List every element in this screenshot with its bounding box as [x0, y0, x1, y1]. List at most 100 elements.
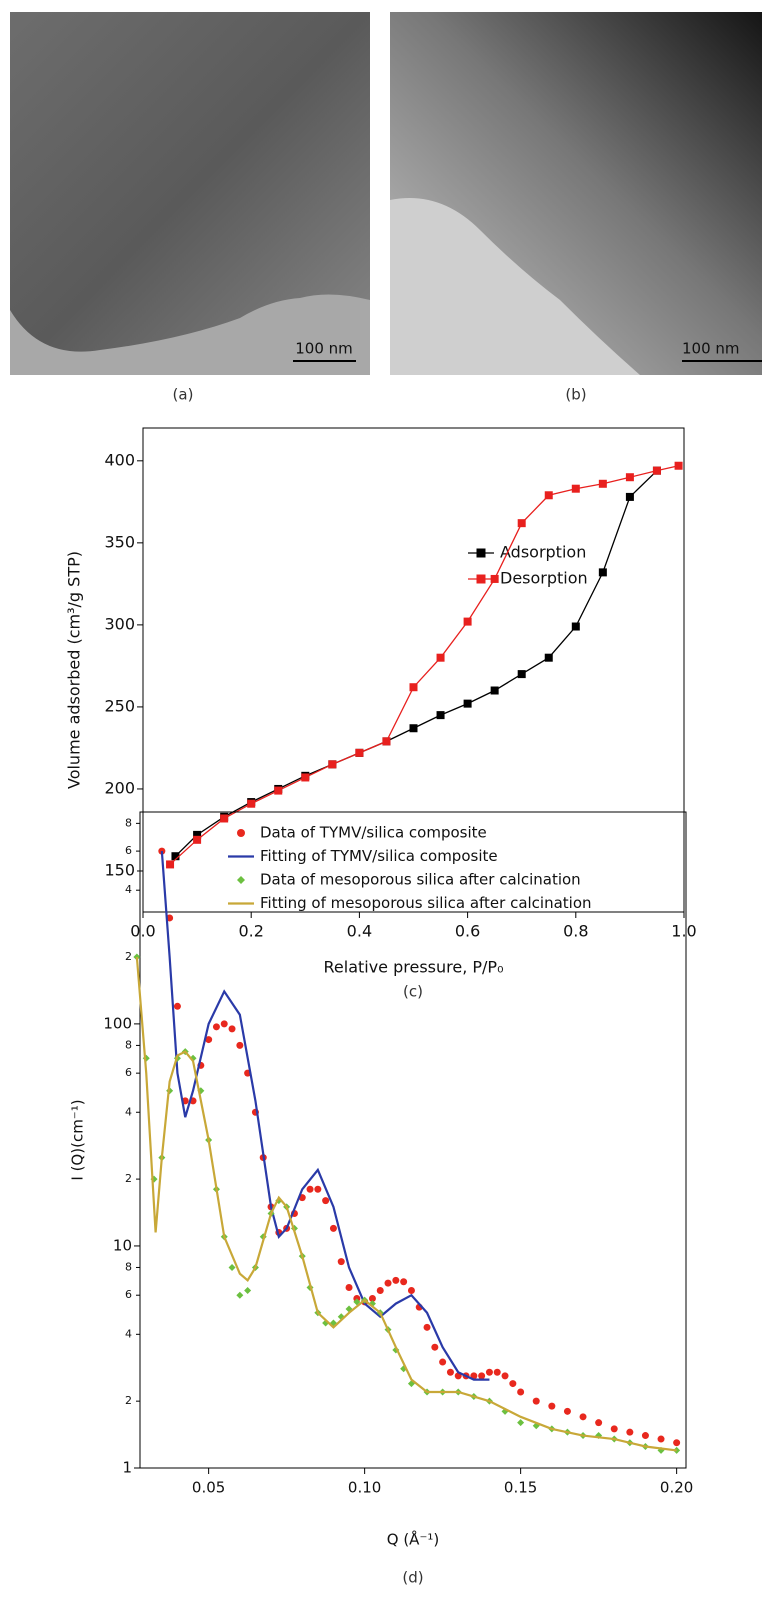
x-tick-label: 0.4: [347, 922, 372, 941]
marker: [626, 1428, 634, 1436]
marker: [571, 484, 580, 493]
marker: [625, 473, 634, 482]
marker: [409, 724, 418, 733]
tem-background-a: [10, 294, 370, 375]
marker: [314, 1185, 322, 1193]
legend-label: Fitting of TYMV/silica composite: [260, 847, 498, 865]
marker: [476, 574, 486, 584]
marker: [322, 1197, 330, 1205]
marker: [446, 1368, 454, 1376]
marker: [544, 491, 553, 500]
marker: [274, 786, 283, 795]
marker: [173, 1002, 181, 1010]
marker: [517, 1419, 525, 1427]
x-tick-label: 0.10: [348, 1479, 381, 1497]
legend-label: Fitting of mesoporous silica after calci…: [260, 894, 592, 912]
y-axis-label: Volume adsorbed (cm³/g STP): [65, 551, 84, 789]
marker: [517, 519, 526, 528]
y-tick-label: 2: [125, 1172, 132, 1185]
marker: [228, 1263, 236, 1271]
marker: [409, 683, 418, 692]
y-tick-label: 1: [122, 1459, 132, 1477]
y-tick-label: 4: [125, 883, 132, 896]
marker: [353, 1298, 361, 1306]
y-tick-label: 8: [125, 1260, 132, 1273]
panel-label: (c): [403, 983, 423, 1001]
marker: [166, 860, 175, 869]
marker: [652, 466, 661, 475]
panel-label: (a): [173, 386, 194, 404]
marker: [431, 1343, 439, 1351]
marker: [641, 1432, 649, 1440]
marker: [476, 548, 486, 558]
marker: [220, 814, 229, 823]
x-tick-label: 0.15: [504, 1479, 537, 1497]
marker: [657, 1435, 665, 1443]
marker: [237, 829, 245, 837]
marker: [490, 574, 499, 583]
y-tick-label: 200: [104, 778, 135, 797]
marker: [376, 1287, 384, 1295]
marker: [423, 1323, 431, 1331]
legend-label: Desorption: [500, 569, 588, 588]
x-tick-label: 1.0: [671, 922, 696, 941]
marker: [236, 1041, 244, 1049]
tem-background-b: [390, 198, 640, 375]
marker: [193, 830, 202, 839]
y-tick-label: 150: [104, 860, 135, 879]
marker: [610, 1425, 618, 1433]
marker: [171, 852, 180, 861]
marker: [392, 1276, 400, 1284]
marker: [400, 1278, 408, 1286]
marker: [501, 1372, 509, 1380]
marker: [485, 1368, 493, 1376]
marker: [382, 737, 391, 746]
marker: [571, 622, 580, 631]
marker: [548, 1402, 556, 1410]
marker: [579, 1413, 587, 1421]
panel-label: (b): [565, 386, 586, 404]
marker: [439, 1358, 447, 1366]
y-tick-label: 8: [125, 816, 132, 829]
scale-bar-label: 100 nm: [295, 340, 353, 358]
marker: [598, 479, 607, 488]
marker: [463, 699, 472, 708]
marker: [355, 748, 364, 757]
y-tick-label: 4: [125, 1105, 132, 1118]
marker: [493, 1368, 501, 1376]
marker: [328, 760, 337, 769]
series-line: [135, 956, 677, 1452]
x-tick-label: 0.05: [192, 1479, 225, 1497]
y-tick-label: 400: [104, 450, 135, 469]
legend-label: Data of mesoporous silica after calcinat…: [260, 871, 581, 889]
marker: [337, 1258, 345, 1266]
marker: [384, 1279, 392, 1287]
chart: 0.0 0.2 0.4 0.6 0.8 1.0 150 200 250 300 350 400 Rela…: [65, 427, 697, 977]
marker: [306, 1185, 314, 1193]
panel-label: (d): [402, 1569, 423, 1587]
marker: [368, 1294, 376, 1302]
marker: [220, 1020, 228, 1028]
marker: [301, 773, 310, 782]
marker: [563, 1407, 571, 1415]
marker: [436, 711, 445, 720]
chart: 0.05 0.10 0.15 0.20 1 2 4 6 8 10 2 4 6 8 100 2 4 6 8 Q (Å⁻¹…: [69, 811, 693, 1549]
x-tick-label: 0.6: [455, 922, 480, 941]
y-tick-label: 4: [125, 1327, 132, 1340]
marker: [544, 653, 553, 662]
marker: [407, 1287, 415, 1295]
marker: [228, 1025, 236, 1033]
marker: [236, 1291, 244, 1299]
marker: [212, 1023, 220, 1031]
marker: [478, 1372, 486, 1380]
legend-label: Adsorption: [500, 543, 586, 562]
marker: [509, 1380, 517, 1388]
marker: [436, 653, 445, 662]
marker: [517, 1388, 525, 1396]
marker: [625, 492, 634, 501]
marker: [532, 1397, 540, 1405]
legend-label: Data of TYMV/silica composite: [260, 824, 487, 842]
plot-frame: [142, 427, 685, 913]
marker: [247, 799, 256, 808]
y-tick-label: 250: [104, 696, 135, 715]
